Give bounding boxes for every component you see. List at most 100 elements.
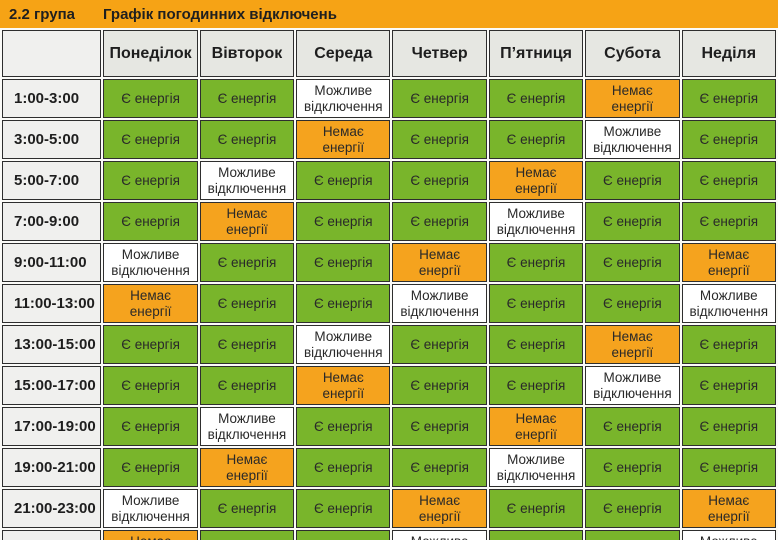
- status-cell-available: Є енергія: [585, 243, 680, 282]
- header-row: Понеділок Вівторок Середа Четвер П’ятниця Суб…: [2, 30, 776, 77]
- status-cell-no-power: Немає енергії: [585, 325, 680, 364]
- status-cell-no-power: Немає енергії: [199, 448, 295, 487]
- status-cell-available: Є енергія: [199, 120, 295, 159]
- status-cell-available: Є енергія: [488, 366, 584, 405]
- status-cell-possible-outage: Можливе відключення: [392, 530, 487, 540]
- time-slot-label: 19:00-21:00: [2, 448, 102, 487]
- status-cell-no-power: Немає енергії: [488, 161, 584, 200]
- status-cell-possible-outage: Можливе відключення: [488, 202, 584, 241]
- status-cell-available: Є енергія: [681, 161, 776, 200]
- status-cell-possible-outage: Можливе відключення: [103, 243, 198, 282]
- status-cell-no-power: Немає енергії: [681, 489, 776, 528]
- schedule-row: 13:00-15:00 Є енергія Є енергія Можливе від…: [2, 325, 776, 364]
- time-slot-label: 13:00-15:00: [2, 325, 102, 364]
- time-slot-label: 17:00-19:00: [2, 407, 102, 446]
- status-cell-available: Є енергія: [199, 530, 295, 540]
- status-cell-available: Є енергія: [103, 202, 198, 241]
- status-cell-available: Є енергія: [199, 325, 295, 364]
- day-header: Понеділок: [103, 30, 198, 77]
- status-cell-available: Є енергія: [585, 407, 680, 446]
- time-slot-label: 9:00-11:00: [2, 243, 102, 282]
- schedule-row: 11:00-13:00 Немає енергії Є енергія Є енерг…: [2, 284, 776, 323]
- status-cell-available: Є енергія: [392, 366, 487, 405]
- status-cell-available: Є енергія: [488, 325, 584, 364]
- status-cell-available: Є енергія: [585, 489, 680, 528]
- schedule-body: 1:00-3:00 Є енергія Є енергія Можливе відкл…: [2, 79, 776, 540]
- status-cell-available: Є енергія: [296, 161, 391, 200]
- status-cell-available: Є енергія: [585, 284, 680, 323]
- status-cell-available: Є енергія: [296, 284, 391, 323]
- status-cell-available: Є енергія: [585, 161, 680, 200]
- status-cell-no-power: Немає енергії: [103, 284, 198, 323]
- status-cell-available: Є енергія: [296, 489, 391, 528]
- status-cell-possible-outage: Можливе відключення: [681, 284, 776, 323]
- schedule-table: Понеділок Вівторок Середа Четвер П’ятниця Суб…: [0, 28, 778, 540]
- status-cell-available: Є енергія: [681, 120, 776, 159]
- status-cell-available: Є енергія: [488, 530, 584, 540]
- status-cell-available: Є енергія: [585, 448, 680, 487]
- schedule-row: 21:00-23:00 Можливе відключення Є енергія Є…: [2, 489, 776, 528]
- schedule-row: 1:00-3:00 Є енергія Є енергія Можливе відкл…: [2, 79, 776, 118]
- status-cell-available: Є енергія: [199, 284, 295, 323]
- status-cell-available: Є енергія: [103, 325, 198, 364]
- status-cell-available: Є енергія: [103, 366, 198, 405]
- status-cell-no-power: Немає енергії: [488, 407, 584, 446]
- time-slot-label: 15:00-17:00: [2, 366, 102, 405]
- corner-cell: [2, 30, 102, 77]
- status-cell-no-power: Немає енергії: [392, 489, 487, 528]
- status-cell-possible-outage: Можливе відключення: [296, 325, 391, 364]
- status-cell-possible-outage: Можливе відключення: [296, 79, 391, 118]
- status-cell-available: Є енергія: [392, 448, 487, 487]
- status-cell-possible-outage: Можливе відключення: [199, 407, 295, 446]
- status-cell-possible-outage: Можливе відключення: [199, 161, 295, 200]
- status-cell-available: Є енергія: [392, 407, 487, 446]
- status-cell-available: Є енергія: [296, 448, 391, 487]
- status-cell-no-power: Немає енергії: [296, 120, 391, 159]
- title-bar: 2.2 група Графік погодинних відключень: [0, 0, 778, 28]
- time-slot-label: 1:00-3:00: [2, 79, 102, 118]
- status-cell-available: Є енергія: [488, 79, 584, 118]
- status-cell-available: Є енергія: [103, 79, 198, 118]
- status-cell-available: Є енергія: [199, 366, 295, 405]
- status-cell-available: Є енергія: [681, 79, 776, 118]
- day-header: Четвер: [392, 30, 487, 77]
- schedule-row: 9:00-11:00 Можливе відключення Є енергія Є …: [2, 243, 776, 282]
- status-cell-available: Є енергія: [392, 202, 487, 241]
- status-cell-available: Є енергія: [296, 530, 391, 540]
- status-cell-available: Є енергія: [199, 79, 295, 118]
- status-cell-available: Є енергія: [681, 325, 776, 364]
- day-header: Середа: [296, 30, 391, 77]
- status-cell-available: Є енергія: [681, 448, 776, 487]
- status-cell-available: Є енергія: [199, 489, 295, 528]
- schedule-row: 19:00-21:00 Є енергія Немає енергії Є енерг…: [2, 448, 776, 487]
- status-cell-available: Є енергія: [392, 161, 487, 200]
- day-header: П’ятниця: [488, 30, 584, 77]
- day-header: Неділя: [681, 30, 776, 77]
- time-slot-label: 21:00-23:00: [2, 489, 102, 528]
- status-cell-available: Є енергія: [103, 161, 198, 200]
- status-cell-available: Є енергія: [103, 120, 198, 159]
- schedule-row: 17:00-19:00 Є енергія Можливе відключення Є…: [2, 407, 776, 446]
- status-cell-available: Є енергія: [296, 202, 391, 241]
- schedule-row: 7:00-9:00 Є енергія Немає енергії Є енергія…: [2, 202, 776, 241]
- day-header: Субота: [585, 30, 680, 77]
- status-cell-possible-outage: Можливе відключення: [392, 284, 487, 323]
- status-cell-no-power: Немає енергії: [296, 366, 391, 405]
- time-slot-label: 3:00-5:00: [2, 120, 102, 159]
- time-slot-label: 7:00-9:00: [2, 202, 102, 241]
- status-cell-available: Є енергія: [585, 530, 680, 540]
- status-cell-available: Є енергія: [488, 243, 584, 282]
- status-cell-available: Є енергія: [681, 202, 776, 241]
- schedule-row: 3:00-5:00 Є енергія Є енергія Немає енергії…: [2, 120, 776, 159]
- status-cell-available: Є енергія: [103, 448, 198, 487]
- status-cell-possible-outage: Можливе відключення: [488, 448, 584, 487]
- status-cell-available: Є енергія: [103, 407, 198, 446]
- status-cell-available: Є енергія: [392, 325, 487, 364]
- status-cell-available: Є енергія: [488, 284, 584, 323]
- status-cell-available: Є енергія: [488, 489, 584, 528]
- status-cell-available: Є енергія: [488, 120, 584, 159]
- status-cell-available: Є енергія: [681, 407, 776, 446]
- status-cell-possible-outage: Можливе відключення: [585, 120, 680, 159]
